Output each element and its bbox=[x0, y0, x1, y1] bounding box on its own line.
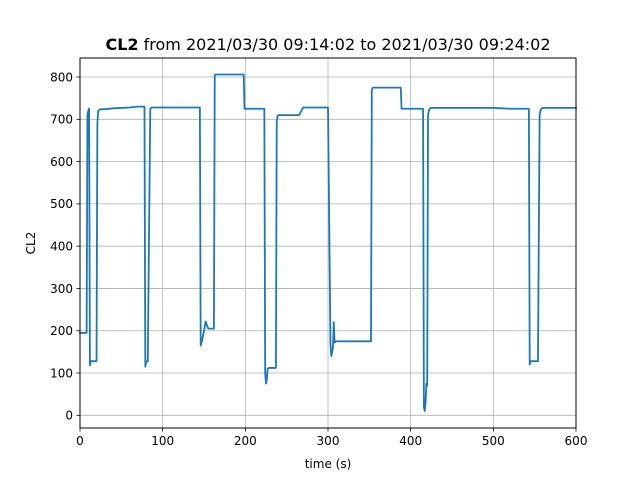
x-axis-label: time (s) bbox=[305, 457, 352, 471]
x-tick-label: 400 bbox=[399, 434, 422, 448]
x-tick-label: 600 bbox=[565, 434, 588, 448]
cl2-series-line bbox=[79, 73, 577, 412]
y-tick-label: 300 bbox=[50, 282, 73, 296]
x-axis-ticks: 0 100 200 300 400 500 600 bbox=[76, 428, 587, 448]
y-tick-label: 500 bbox=[50, 197, 73, 211]
y-tick-label: 600 bbox=[50, 155, 73, 169]
y-axis-label: CL2 bbox=[24, 232, 38, 255]
y-tick-label: 100 bbox=[50, 366, 73, 380]
y-tick-label: 400 bbox=[50, 239, 73, 253]
y-axis-ticks: 0 100 200 300 400 500 600 700 800 bbox=[50, 70, 80, 423]
chart-title: CL2 from 2021/03/30 09:14:02 to 2021/03/… bbox=[105, 35, 550, 54]
x-tick-label: 0 bbox=[76, 434, 84, 448]
x-tick-label: 100 bbox=[151, 434, 174, 448]
chart-title-rest: from 2021/03/30 09:14:02 to 2021/03/30 0… bbox=[139, 35, 551, 54]
y-tick-label: 200 bbox=[50, 324, 73, 338]
x-tick-label: 200 bbox=[234, 434, 257, 448]
x-tick-label: 500 bbox=[482, 434, 505, 448]
x-tick-label: 300 bbox=[317, 434, 340, 448]
y-tick-label: 800 bbox=[50, 70, 73, 84]
chart-title-bold: CL2 bbox=[105, 35, 138, 54]
y-tick-label: 700 bbox=[50, 113, 73, 127]
y-tick-label: 0 bbox=[65, 409, 73, 423]
